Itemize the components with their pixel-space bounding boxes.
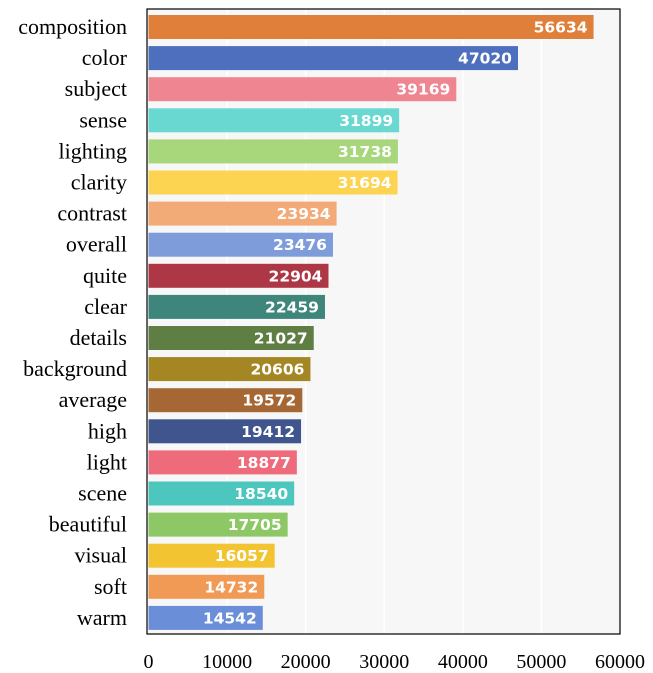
bar-composition xyxy=(148,15,594,39)
value-label-background: 20606 xyxy=(250,361,304,379)
x-tick-label: 0 xyxy=(144,651,154,673)
value-label-high: 19412 xyxy=(241,423,295,441)
category-label-clear: clear xyxy=(84,294,127,319)
value-label-average: 19572 xyxy=(242,392,296,410)
category-label-visual: visual xyxy=(74,543,127,568)
bar-warm xyxy=(148,605,263,630)
x-tick-label: 20000 xyxy=(281,651,331,673)
bar-details xyxy=(148,326,314,350)
value-label-details: 21027 xyxy=(254,330,308,348)
category-label-average: average xyxy=(59,387,127,412)
category-label-scene: scene xyxy=(78,481,127,506)
value-label-warm: 14542 xyxy=(203,609,257,627)
bar-high xyxy=(148,419,302,444)
category-label-color: color xyxy=(82,45,128,70)
bar-scene xyxy=(148,481,295,506)
value-label-color: 47020 xyxy=(458,50,512,68)
category-label-high: high xyxy=(88,418,127,443)
value-label-subject: 39169 xyxy=(396,81,450,99)
x-tick-label: 60000 xyxy=(595,651,645,673)
value-label-soft: 14732 xyxy=(204,578,258,596)
category-label-clarity: clarity xyxy=(71,170,127,195)
bar-visual xyxy=(148,543,275,568)
x-tick-label: 40000 xyxy=(438,651,488,673)
bar-overall xyxy=(148,232,333,257)
value-label-contrast: 23934 xyxy=(277,205,331,223)
category-labels: composition color subject sense lighting clar… xyxy=(18,14,127,630)
category-label-quite: quite xyxy=(83,263,127,288)
category-label-soft: soft xyxy=(94,574,127,599)
category-label-beautiful: beautiful xyxy=(49,512,127,537)
bar-beautiful xyxy=(148,512,288,537)
value-label-composition: 56634 xyxy=(534,19,588,37)
x-tick-label: 50000 xyxy=(516,651,566,673)
category-label-background: background xyxy=(23,356,127,381)
bar-clear xyxy=(148,294,325,319)
value-label-quite: 22904 xyxy=(269,267,323,285)
value-label-clear: 22459 xyxy=(265,298,319,316)
category-label-details: details xyxy=(70,325,127,350)
value-label-scene: 18540 xyxy=(234,485,288,503)
category-label-lighting: lighting xyxy=(59,138,127,163)
bar-soft xyxy=(148,574,265,599)
category-label-warm: warm xyxy=(77,605,127,630)
value-label-beautiful: 17705 xyxy=(228,516,282,534)
category-label-light: light xyxy=(87,449,127,474)
bar-average xyxy=(148,388,303,413)
bar-clarity xyxy=(148,170,398,195)
value-label-sense: 31899 xyxy=(339,112,393,130)
plot-frame xyxy=(146,8,621,635)
value-label-light: 18877 xyxy=(237,454,291,472)
category-label-subject: subject xyxy=(65,76,127,101)
category-label-composition: composition xyxy=(18,14,127,39)
value-label-overall: 23476 xyxy=(273,236,327,254)
bar-background xyxy=(148,357,311,382)
value-label-clarity: 31694 xyxy=(338,174,392,192)
x-tick-label: 10000 xyxy=(202,651,252,673)
bar-lighting xyxy=(148,139,398,164)
category-label-overall: overall xyxy=(66,232,127,257)
bar-sense xyxy=(148,108,400,133)
category-label-contrast: contrast xyxy=(57,201,127,226)
x-tick-label: 30000 xyxy=(359,651,409,673)
bar-quite xyxy=(148,263,329,288)
value-label-lighting: 31738 xyxy=(338,143,392,161)
bar-light xyxy=(148,450,297,475)
bar-contrast xyxy=(148,201,337,226)
value-label-visual: 16057 xyxy=(215,547,269,565)
x-tick-labels: 0 10000 20000 30000 40000 50000 60000 xyxy=(144,651,646,673)
bar-subject xyxy=(148,77,457,102)
bar-color xyxy=(148,46,518,71)
category-label-sense: sense xyxy=(79,107,127,132)
